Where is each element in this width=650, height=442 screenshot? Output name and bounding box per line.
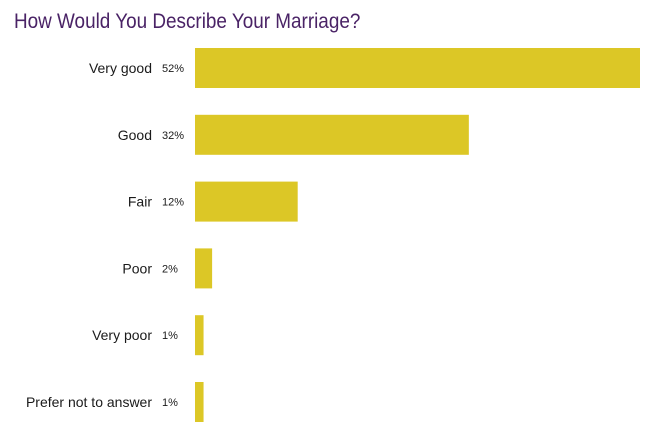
value-label: 2% <box>162 263 178 275</box>
category-label: Very good <box>89 60 152 76</box>
chart-title: How Would You Describe Your Marriage? <box>14 10 361 33</box>
bars-layer: Very good 52% Good 32% Fair 12% Poor 2% Very poo… <box>26 48 640 422</box>
bar <box>195 114 469 155</box>
bar <box>195 48 640 88</box>
bar <box>195 382 204 422</box>
category-label: Good <box>118 127 152 143</box>
bar <box>195 248 213 289</box>
category-label: Very poor <box>92 327 152 343</box>
value-label: 32% <box>162 130 184 142</box>
category-label: Poor <box>122 260 152 276</box>
category-label: Fair <box>128 194 152 210</box>
value-label: 1% <box>162 330 178 342</box>
value-label: 12% <box>162 197 184 209</box>
bar <box>195 315 204 356</box>
value-label: 1% <box>162 397 178 409</box>
bar <box>195 181 298 222</box>
value-label: 52% <box>162 63 184 75</box>
category-label: Prefer not to answer <box>26 394 152 410</box>
